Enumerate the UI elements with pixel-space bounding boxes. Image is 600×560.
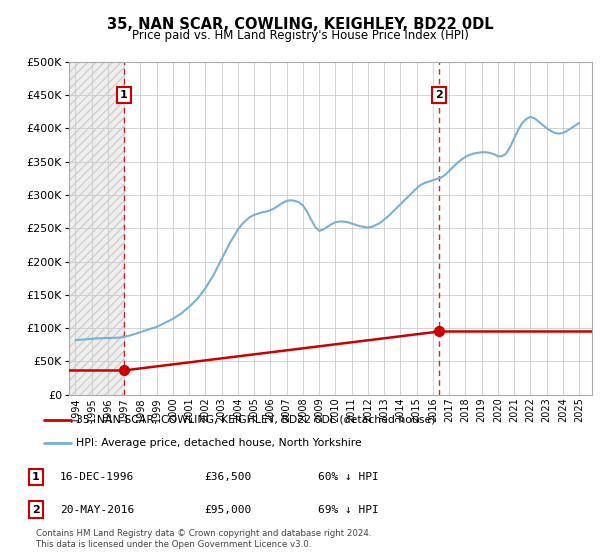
Text: £36,500: £36,500 — [204, 472, 251, 482]
Text: 35, NAN SCAR, COWLING, KEIGHLEY, BD22 0DL: 35, NAN SCAR, COWLING, KEIGHLEY, BD22 0D… — [107, 17, 493, 32]
Text: £95,000: £95,000 — [204, 505, 251, 515]
Text: 16-DEC-1996: 16-DEC-1996 — [60, 472, 134, 482]
Text: Price paid vs. HM Land Registry's House Price Index (HPI): Price paid vs. HM Land Registry's House … — [131, 29, 469, 42]
Text: 60% ↓ HPI: 60% ↓ HPI — [318, 472, 379, 482]
Text: 69% ↓ HPI: 69% ↓ HPI — [318, 505, 379, 515]
Text: 2: 2 — [32, 505, 40, 515]
Text: HPI: Average price, detached house, North Yorkshire: HPI: Average price, detached house, Nort… — [76, 438, 362, 448]
Text: Contains HM Land Registry data © Crown copyright and database right 2024.
This d: Contains HM Land Registry data © Crown c… — [36, 529, 371, 549]
Text: 1: 1 — [120, 90, 127, 100]
Text: 1: 1 — [32, 472, 40, 482]
Text: 35, NAN SCAR, COWLING, KEIGHLEY, BD22 0DL (detached house): 35, NAN SCAR, COWLING, KEIGHLEY, BD22 0D… — [76, 414, 436, 424]
Text: 2: 2 — [435, 90, 443, 100]
Text: 20-MAY-2016: 20-MAY-2016 — [60, 505, 134, 515]
